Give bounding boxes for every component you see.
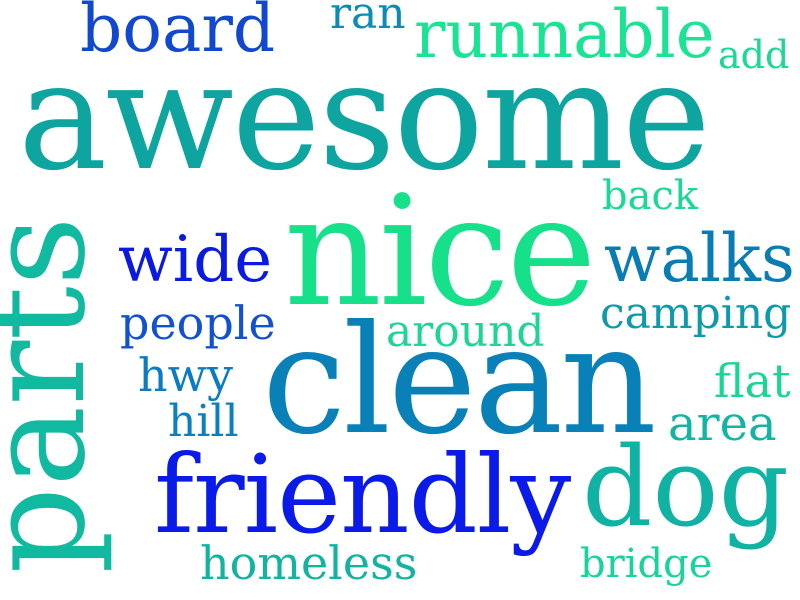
word-hwy: hwy	[138, 348, 233, 402]
word-hill: hill	[168, 396, 239, 447]
word-people: people	[120, 296, 276, 350]
word-nice: nice	[284, 163, 597, 340]
word-awesome: awesome	[18, 30, 711, 204]
word-friendly: friendly	[154, 433, 571, 558]
word-board: board	[80, 0, 276, 67]
word-ran: ran	[330, 0, 406, 39]
word-add: add	[718, 33, 790, 77]
word-homeless: homeless	[200, 536, 418, 590]
word-parts: parts	[0, 216, 116, 574]
word-clean: clean	[262, 294, 657, 468]
word-bridge: bridge	[580, 541, 713, 587]
word-runnable: runnable	[414, 0, 715, 73]
word-back: back	[602, 173, 699, 219]
word-flat: flat	[714, 354, 791, 408]
word-area: area	[668, 396, 777, 452]
word-wide: wide	[118, 223, 273, 297]
word-camping: camping	[600, 288, 792, 339]
word-walks: walks	[604, 220, 795, 297]
word-dog: dog	[582, 423, 790, 551]
word-around: around	[386, 306, 545, 357]
